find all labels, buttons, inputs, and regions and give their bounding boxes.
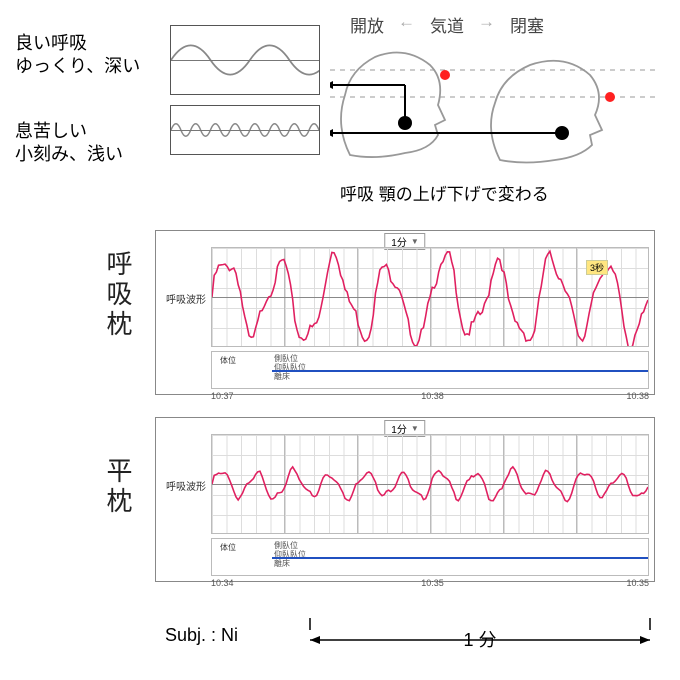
chart1-t1: 10:38 (421, 391, 444, 401)
chart1-main: 3秒 (211, 247, 649, 347)
chart1-sub-label: 体位 (220, 356, 236, 366)
chart1-t2: 10:38 (626, 391, 649, 401)
dropdown-icon: ▼ (411, 237, 419, 246)
arrow-left-icon: ← (398, 12, 415, 32)
chart-panel-2-wrap: 平枕 1分 ▼ 呼吸波形 体位 側臥位 仰臥臥位 離床 (155, 417, 655, 582)
chart-panel-1-wrap: 呼吸枕 1分 ▼ 呼吸波形 3秒 体位 側臥位 仰臥臥位 離床 (155, 230, 655, 395)
top-section: 良い呼吸 ゆっくり、深い 息苦しい 小刻み、浅い 開放 ← 気道 → 閉塞 (0, 10, 680, 210)
good-breath-line1: 良い呼吸 (15, 33, 87, 53)
chart2-vlabel: 平枕 (100, 457, 137, 517)
airway-open-label: 開放 (350, 12, 384, 37)
bad-breath-label: 息苦しい 小刻み、浅い (15, 120, 123, 167)
chart1-vlabel: 呼吸枕 (100, 250, 137, 340)
chart2-sub-line (272, 557, 648, 559)
bad-breath-line2: 小刻み、浅い (15, 144, 123, 164)
chart2-t2: 10:35 (626, 578, 649, 588)
chart1-marker: 3秒 (586, 260, 608, 275)
chart1-axis-label: 呼吸波形 (166, 291, 206, 306)
chart-panel-1: 1分 ▼ 呼吸波形 3秒 体位 側臥位 仰臥臥位 離床 (155, 230, 655, 395)
chart-panel-2: 1分 ▼ 呼吸波形 体位 側臥位 仰臥臥位 離床 10:34 (155, 417, 655, 582)
chart2-sub: 体位 側臥位 仰臥臥位 離床 (211, 538, 649, 576)
range-indicator: 1 分 (300, 610, 660, 650)
airway-closed-label: 閉塞 (510, 12, 544, 37)
jaw-caption: 呼吸 顎の上げ下げで変わる (340, 180, 549, 205)
chart2-sub-rows: 側臥位 仰臥臥位 離床 (274, 541, 306, 569)
head-profiles (330, 35, 660, 175)
chart1-sub: 体位 側臥位 仰臥臥位 離床 (211, 351, 649, 389)
subject-label: Subj. : Ni (165, 625, 238, 646)
good-breath-label: 良い呼吸 ゆっくり、深い (15, 32, 140, 79)
chart-area: 呼吸枕 1分 ▼ 呼吸波形 3秒 体位 側臥位 仰臥臥位 離床 (155, 230, 655, 604)
arrow-right-icon: → (478, 12, 495, 32)
chart2-main (211, 434, 649, 534)
chart2-wave (212, 435, 648, 533)
chart1-t0: 10:37 (211, 391, 234, 401)
good-breath-line2: ゆっくり、深い (15, 56, 140, 76)
airway-mid-label: 気道 (430, 12, 464, 37)
chart2-t0: 10:34 (211, 578, 234, 588)
slow-wave-box (170, 25, 320, 95)
chart2-t1: 10:35 (421, 578, 444, 588)
chart1-sub-rows: 側臥位 仰臥臥位 離床 (274, 354, 306, 382)
bad-breath-line1: 息苦しい (15, 121, 87, 141)
chart2-axis-label: 呼吸波形 (166, 478, 206, 493)
fast-wave-icon (171, 106, 319, 154)
dropdown-icon: ▼ (411, 424, 419, 433)
slow-wave-icon (171, 26, 319, 94)
chart2-sub-label: 体位 (220, 543, 236, 553)
fast-wave-box (170, 105, 320, 155)
chart1-sub-line (272, 370, 648, 372)
chart1-wave (212, 248, 648, 346)
range-label: 1 分 (463, 626, 496, 652)
